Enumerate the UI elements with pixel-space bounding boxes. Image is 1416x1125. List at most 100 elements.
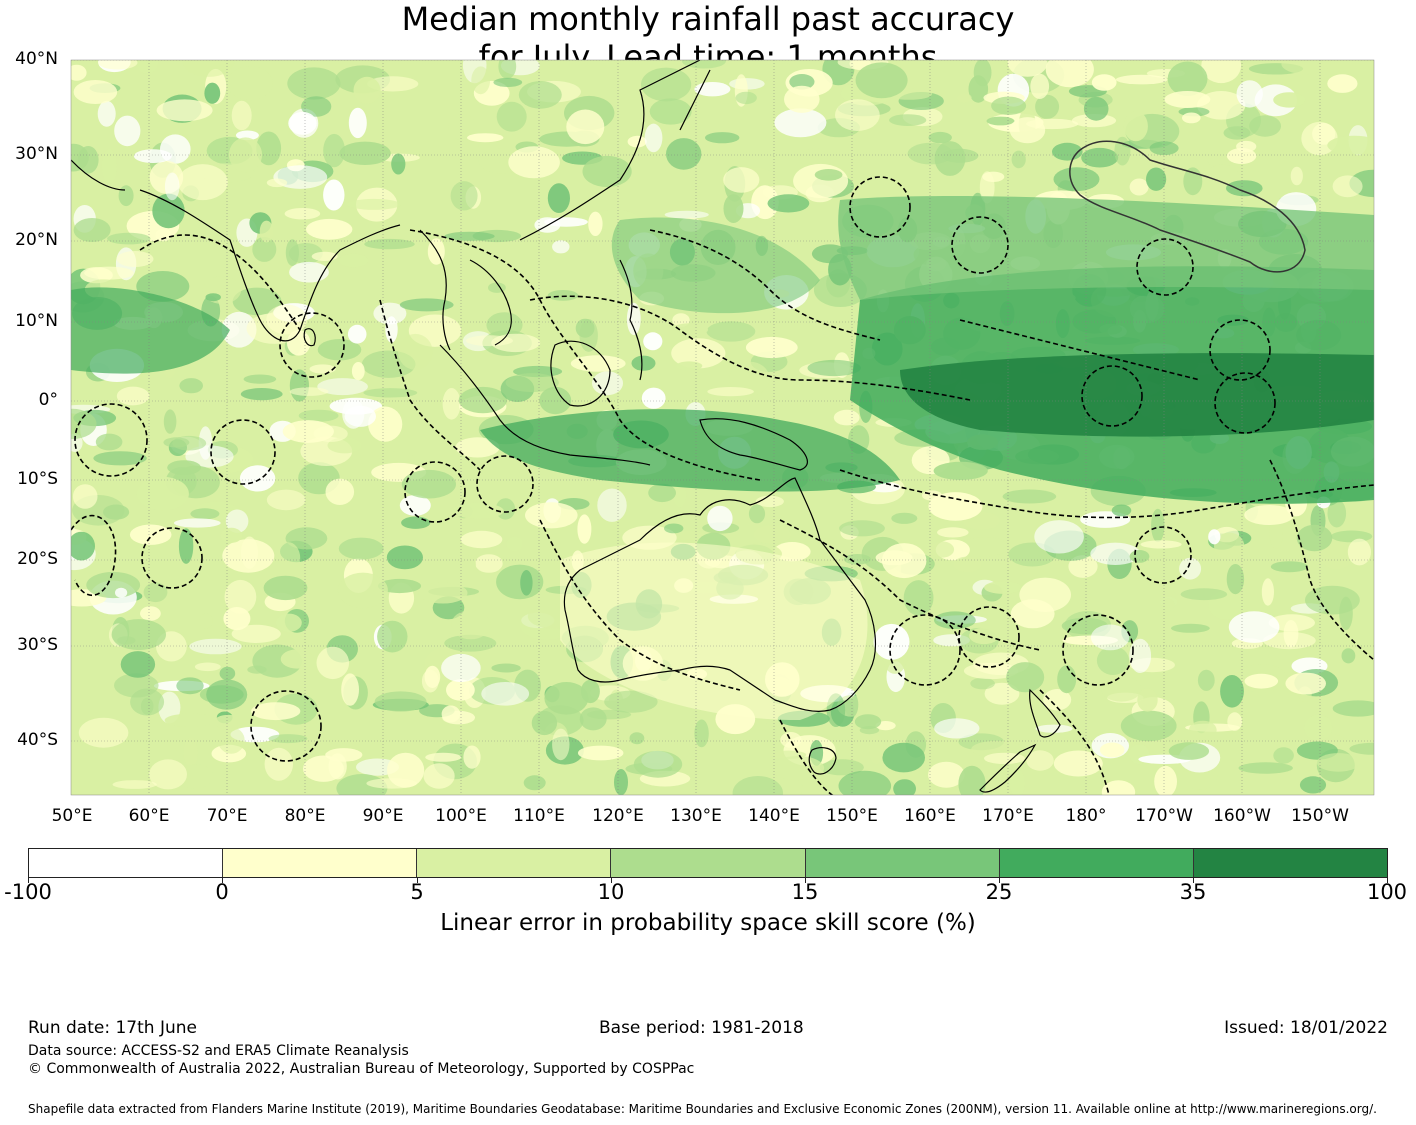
- skill-patch: [266, 304, 308, 335]
- lon-label-120e: 120°E: [592, 806, 644, 826]
- skill-patch: [491, 663, 521, 673]
- skill-patch: [205, 293, 221, 302]
- colorbar-label: 5: [410, 880, 424, 904]
- skill-patch: [649, 98, 692, 125]
- lat-label-10n: 10°N: [15, 311, 58, 331]
- skill-patch: [325, 478, 355, 505]
- colorbar-label: 25: [985, 880, 1013, 904]
- skill-patch: [232, 287, 282, 316]
- skill-patch: [771, 756, 825, 780]
- skill-patch: [448, 114, 477, 141]
- skill-patch: [471, 66, 491, 95]
- skill-patch: [149, 759, 188, 790]
- skill-patch: [266, 489, 306, 511]
- skill-patch: [1327, 499, 1347, 528]
- colorbar-tick: [611, 878, 612, 883]
- lat-label-20n: 20°N: [15, 230, 58, 250]
- skill-patch: [511, 254, 531, 290]
- lon-label-100e: 100°E: [435, 806, 487, 826]
- hawaii-eez-outline: [1069, 140, 1306, 273]
- skill-patch: [136, 60, 159, 74]
- skill-patch: [1035, 724, 1073, 733]
- skill-patch: [347, 198, 401, 210]
- skill-patch: [893, 779, 916, 795]
- lon-label-180: 180°: [1065, 806, 1107, 826]
- skill-patch: [789, 74, 815, 90]
- skill-patch: [631, 355, 656, 371]
- skill-patch: [1299, 776, 1327, 794]
- skill-patch: [93, 451, 147, 466]
- skill-patch: [705, 132, 740, 144]
- skill-patch: [957, 93, 972, 103]
- colorbar-label: 0: [215, 880, 229, 904]
- skill-patch: [1244, 505, 1294, 525]
- skill-patch: [1140, 540, 1182, 549]
- skill-patch: [1011, 150, 1026, 169]
- skill-patch: [1214, 532, 1245, 560]
- skill-patch: [881, 543, 927, 579]
- colorbar-segment: [1193, 849, 1387, 877]
- skill-patch: [539, 386, 572, 415]
- skill-patch: [1349, 742, 1374, 755]
- skill-patch: [101, 148, 117, 184]
- skill-patch: [774, 108, 827, 138]
- skill-patch: [466, 335, 513, 347]
- skill-patch: [251, 702, 301, 721]
- lat-label-40s: 40°S: [17, 730, 58, 750]
- skill-patch: [285, 527, 328, 550]
- skill-patch: [671, 338, 726, 369]
- skill-patch: [86, 571, 141, 599]
- colorbar-tick: [1193, 878, 1194, 883]
- skill-patch: [531, 710, 558, 736]
- skill-patch: [444, 231, 495, 241]
- colorbar-segment: [29, 849, 224, 877]
- skill-patch: [873, 623, 910, 660]
- skill-patch: [1167, 61, 1208, 97]
- skill-patch: [377, 620, 408, 653]
- skill-patch: [891, 512, 918, 524]
- skill-patch: [423, 763, 455, 789]
- map-title-line-1: Median monthly rainfall past accuracy: [401, 0, 1015, 38]
- skill-patch: [928, 761, 965, 788]
- skill-patch: [391, 153, 406, 175]
- lon-label-70e: 70°E: [206, 806, 248, 826]
- skill-patch: [934, 718, 980, 739]
- skill-patch: [259, 220, 274, 243]
- skill-patch: [301, 96, 332, 117]
- skill-patch: [1101, 780, 1136, 795]
- skill-patch: [285, 239, 299, 266]
- skill-patch: [767, 194, 810, 213]
- skill-patch: [115, 587, 128, 598]
- skill-patch: [385, 316, 398, 343]
- skill-patch: [164, 172, 180, 201]
- skill-patch: [377, 578, 422, 594]
- skill-patch: [523, 775, 546, 791]
- skill-patch: [289, 261, 329, 283]
- skill-patch: [399, 298, 454, 312]
- skill-patch: [552, 728, 570, 761]
- skill-patch: [1026, 750, 1054, 771]
- skill-patch: [1296, 524, 1333, 552]
- skill-patch: [217, 727, 245, 754]
- skill-patch: [1009, 117, 1046, 144]
- skill-patch: [706, 321, 756, 342]
- skill-patch: [1179, 557, 1202, 580]
- skill-patch: [235, 130, 259, 141]
- skill-patch: [116, 386, 150, 406]
- skill-patch: [958, 765, 986, 795]
- skill-patch: [446, 679, 475, 701]
- skill-patch: [1151, 508, 1165, 543]
- skill-patch: [577, 745, 624, 761]
- skill-patch: [833, 409, 860, 426]
- skill-patch: [979, 171, 995, 204]
- skill-patch: [802, 148, 828, 166]
- skill-patch: [1068, 555, 1098, 578]
- skill-patch: [508, 146, 560, 179]
- skill-patch: [819, 759, 864, 776]
- skill-patch: [604, 690, 658, 713]
- skill-patch: [1090, 542, 1141, 565]
- skill-patch: [133, 149, 172, 164]
- skill-patch: [1137, 688, 1158, 712]
- skill-patch: [179, 378, 203, 394]
- skill-patch: [626, 302, 641, 336]
